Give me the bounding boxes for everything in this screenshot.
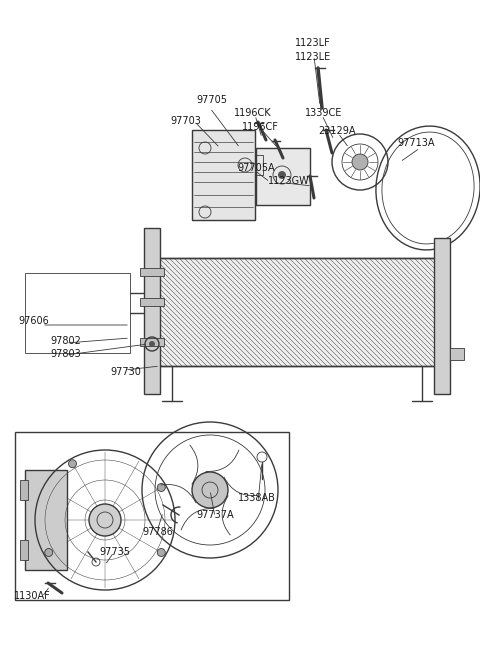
Text: 1196CK: 1196CK [234,108,272,118]
Text: 97713A: 97713A [397,138,434,148]
Bar [434,238,450,394]
Text: 97735: 97735 [99,547,130,557]
Text: 97606: 97606 [18,316,49,326]
FancyArrowPatch shape [161,485,196,503]
Bar [20,480,28,500]
Bar [140,268,164,276]
Text: 97703: 97703 [170,116,201,126]
FancyArrowPatch shape [224,477,259,496]
Circle shape [149,341,155,347]
Text: 1339CE: 1339CE [305,108,342,118]
FancyArrowPatch shape [222,496,230,535]
Text: 1130AF: 1130AF [14,591,51,601]
Bar [144,228,160,394]
Circle shape [157,483,165,491]
FancyArrowPatch shape [190,445,198,484]
Circle shape [192,472,228,508]
Text: 1196CF: 1196CF [242,122,279,132]
Text: 1338AB: 1338AB [238,493,276,503]
Bar [25,273,130,353]
Text: 23129A: 23129A [318,126,356,136]
Bar [140,338,164,346]
Bar [192,130,255,220]
Text: 97786: 97786 [142,527,173,537]
Text: 97730: 97730 [110,367,141,377]
Bar [140,298,164,306]
Text: 97803: 97803 [50,349,81,359]
Circle shape [45,548,53,557]
Circle shape [69,460,76,468]
Circle shape [278,171,286,179]
Text: 97705A: 97705A [237,163,275,173]
Bar [256,148,310,205]
Bar [152,258,442,366]
Polygon shape [192,130,255,220]
Polygon shape [256,148,310,205]
Bar [25,470,67,570]
Text: 97737A: 97737A [196,510,234,520]
Text: 1123GW: 1123GW [268,176,310,186]
Text: 1123LF: 1123LF [295,38,331,48]
FancyArrowPatch shape [206,450,239,472]
Polygon shape [152,258,442,366]
Circle shape [89,504,121,536]
FancyArrowPatch shape [181,508,214,530]
Circle shape [352,154,368,170]
Circle shape [157,548,165,557]
Polygon shape [255,155,263,175]
Bar [20,540,28,560]
Bar [15,432,289,600]
Bar [450,348,464,360]
Text: 97802: 97802 [50,336,81,346]
Text: 97705: 97705 [196,95,227,105]
Bar [152,258,442,366]
Bar [255,155,263,175]
Text: 1123LE: 1123LE [295,52,331,62]
